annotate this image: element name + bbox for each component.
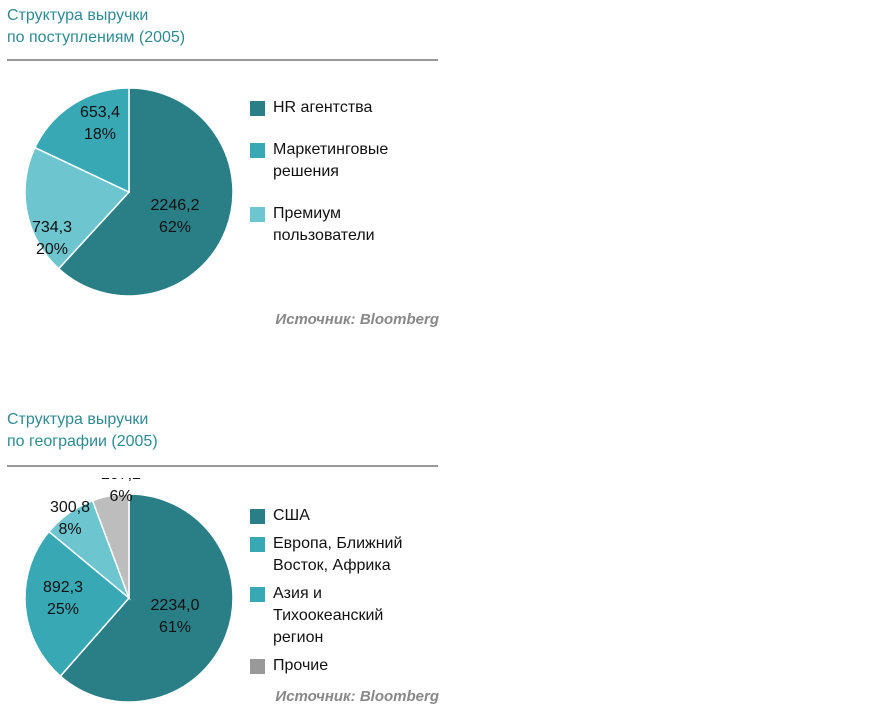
chart-title-line: по географии (2005): [7, 433, 158, 450]
slice-percent-label: 62%: [159, 219, 191, 236]
chart-title: Структура выручки по географии (2005): [7, 409, 158, 453]
slice-percent-label: 18%: [84, 126, 116, 143]
legend-label: Маркетинговые: [273, 141, 389, 158]
legend-label: Тихоокеанский: [273, 607, 384, 624]
title-divider: [7, 59, 438, 61]
slice-value-label: 300,8: [50, 499, 90, 516]
chart-title-line: Структура выручки: [7, 411, 149, 428]
slice-value-label: 653,4: [80, 104, 120, 121]
legend-item: Европа, Ближний Восток, Африка: [250, 533, 402, 577]
legend-item: Маркетинговые решения: [250, 139, 388, 183]
slice-percent-label: 6%: [109, 488, 132, 505]
legend-swatch: [250, 659, 265, 674]
chart-title: Структура выручки по поступлениям (2005): [7, 5, 185, 49]
legend-label: решения: [273, 163, 339, 180]
legend-item: США: [250, 505, 402, 527]
legend-label: HR агентства: [273, 99, 373, 116]
slice-percent-label: 61%: [159, 619, 191, 636]
slice-percent-label: 25%: [47, 601, 79, 618]
legend-item: Прочие: [250, 655, 402, 677]
legend-item: HR агентства: [250, 97, 388, 119]
legend: США Европа, Ближний Восток, Африка Азия и Ти…: [250, 505, 402, 677]
pie-chart: 2246,2 62% 734,3 20% 653,4 18%: [24, 87, 234, 297]
pie-chart: 2234,0 61% 892,3 25% 300,8 8% 207,2 6%: [24, 478, 234, 703]
legend-swatch: [250, 101, 265, 116]
slice-percent-label: 8%: [58, 521, 81, 538]
pie-slice: [24, 146, 131, 270]
slice-percent-label: 20%: [36, 241, 68, 258]
legend-swatch: [250, 509, 265, 524]
source-note: Источник: Bloomberg: [275, 688, 439, 705]
legend-label: регион: [273, 629, 324, 646]
legend-item: Азия и Тихоокеанский регион: [250, 583, 402, 649]
pie-slice: [57, 87, 234, 297]
legend-swatch: [250, 207, 265, 222]
legend-swatch: [250, 537, 265, 552]
legend-label: пользователи: [273, 227, 375, 244]
slice-value-label: 2246,2: [151, 197, 200, 214]
legend-label: Европа, Ближний: [273, 535, 403, 552]
legend-label: Премиум: [273, 205, 342, 222]
legend: HR агентства Маркетинговые решения Премиум п…: [250, 97, 388, 247]
legend-item: Премиум пользователи: [250, 203, 388, 247]
slice-value-label: 892,3: [43, 579, 83, 596]
pie-slice: [24, 530, 131, 678]
legend-label: Прочие: [273, 657, 329, 674]
slice-value-label: 734,3: [32, 219, 72, 236]
legend-label: Азия и: [273, 585, 322, 602]
pie-slice: [91, 493, 130, 599]
legend-swatch: [250, 587, 265, 602]
pie-slice: [33, 87, 130, 194]
chart-title-line: по поступлениям (2005): [7, 29, 186, 46]
legend-swatch: [250, 143, 265, 158]
pie-slice: [59, 493, 234, 703]
slice-value-label: 2234,0: [151, 597, 200, 614]
title-divider: [7, 465, 438, 467]
legend-label: США: [273, 507, 310, 524]
source-note: Источник: Bloomberg: [275, 311, 439, 328]
legend-label: Восток, Африка: [273, 557, 391, 574]
slice-value-label: 207,2: [101, 478, 141, 483]
chart-title-line: Структура выручки: [7, 7, 149, 24]
